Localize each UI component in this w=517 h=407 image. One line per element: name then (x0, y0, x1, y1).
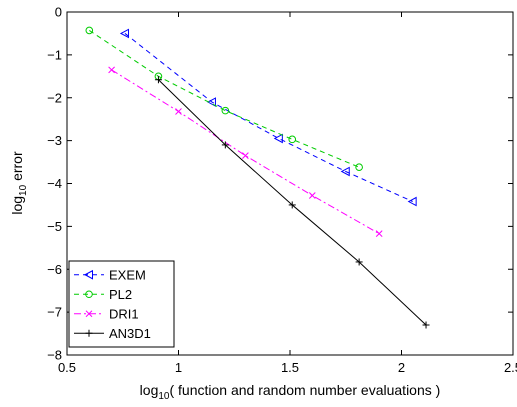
y-tick-label: −3 (47, 133, 62, 148)
x-tick-label: 1.5 (281, 360, 299, 375)
series-line-exem (124, 33, 413, 202)
series-an3d1 (154, 76, 430, 329)
data-point-exem (273, 133, 283, 144)
y-tick-label: −6 (47, 262, 62, 277)
x-axis-title-main: log (140, 382, 159, 398)
legend-label-pl2: PL2 (109, 287, 132, 302)
x-axis-title-rest: ( function and random number evaluations… (169, 382, 440, 398)
data-point-an3d1 (422, 321, 430, 329)
data-point-pl2 (221, 106, 230, 115)
data-point-dri1 (242, 152, 249, 159)
data-point-pl2 (288, 135, 297, 144)
legend-marker-an3d1 (85, 329, 93, 337)
data-point-an3d1 (355, 258, 363, 266)
y-tick-label: −1 (47, 47, 62, 62)
y-tick-label: −7 (47, 305, 62, 320)
data-point-dri1 (308, 192, 316, 199)
data-point-pl2 (85, 26, 94, 35)
x-tick-label: 2 (398, 360, 405, 375)
plot-frame (66, 11, 514, 356)
data-point-exem (119, 28, 129, 39)
series-dri1 (108, 66, 383, 238)
legend-marker-exem (83, 269, 93, 280)
legend-label-an3d1: AN3D1 (109, 326, 151, 341)
ticks-layer: 0.5 1 1.5 2 2.5 0 −1 −2 −3 −4 −5 −6 −7 −8 (47, 5, 517, 376)
y-tick-label: −4 (47, 176, 62, 191)
y-axis-title: log10 error (9, 151, 29, 215)
data-point-dri1 (375, 230, 383, 238)
legend-marker-dri1 (85, 310, 93, 318)
y-tick-label: 0 (55, 5, 62, 20)
x-axis-title: log10( function and random number evalua… (140, 382, 441, 402)
data-point-pl2 (355, 163, 363, 172)
legend-label-dri1: DRI1 (109, 306, 139, 321)
series-layer (85, 26, 430, 329)
x-axis-title-sub: 10 (158, 391, 170, 402)
y-tick-label: −2 (47, 90, 62, 105)
y-tick-label: −5 (47, 219, 62, 234)
legend-marker-pl2 (85, 290, 93, 299)
data-point-an3d1 (221, 141, 229, 149)
data-point-an3d1 (288, 201, 296, 209)
data-point-exem (407, 196, 417, 207)
data-point-dri1 (108, 66, 115, 74)
x-tick-label: 2.5 (504, 360, 517, 375)
x-tick-label: 1 (175, 360, 182, 375)
series-pl2 (85, 26, 363, 172)
legend-entry-exem: EXEM (74, 267, 146, 282)
legend: EXEM PL2 DRI1 AN3D1 (68, 260, 175, 348)
series-line-pl2 (89, 30, 360, 168)
data-point-exem (206, 97, 216, 107)
y-axis-title-sub: 10 (18, 184, 29, 196)
y-axis-title-rest: error (9, 151, 25, 185)
legend-entry-pl2: PL2 (74, 287, 132, 302)
legend-entry-dri1: DRI1 (74, 306, 139, 321)
data-point-dri1 (175, 108, 182, 115)
data-point-an3d1 (154, 76, 162, 84)
y-axis-title-main: log (9, 196, 25, 215)
y-tick-label: −8 (47, 348, 62, 363)
data-point-exem (340, 166, 350, 177)
x-tick-label: 0.5 (58, 360, 76, 375)
legend-label-exem: EXEM (109, 267, 146, 282)
legend-entry-an3d1: AN3D1 (74, 326, 151, 341)
series-exem (119, 28, 417, 207)
